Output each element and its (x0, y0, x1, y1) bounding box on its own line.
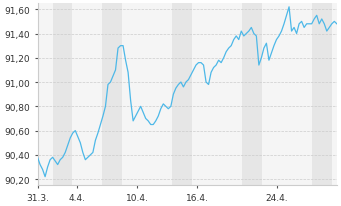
Bar (53, 4, 73, 185)
Bar (312, 4, 332, 185)
Bar (102, 4, 122, 185)
Bar (242, 4, 262, 185)
Bar (172, 4, 192, 185)
